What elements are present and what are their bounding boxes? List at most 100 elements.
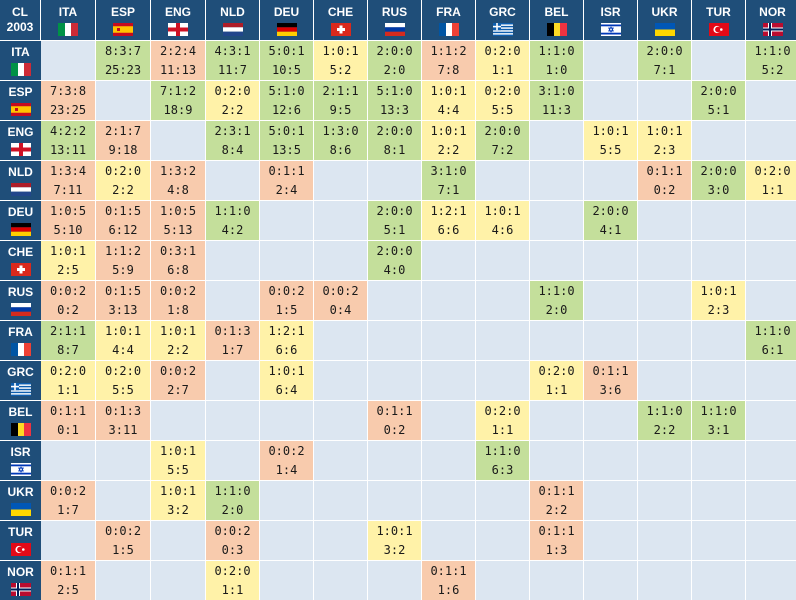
result-cell: 2:0:0 4:0 bbox=[368, 240, 422, 280]
result-cell: 1:1:2 7:8 bbox=[422, 40, 476, 80]
belgium-flag-icon bbox=[10, 423, 31, 436]
goal-score: 4:4 bbox=[437, 102, 460, 117]
israel-flag-icon bbox=[10, 463, 31, 476]
goal-score: 6:1 bbox=[761, 342, 784, 357]
goal-score: 3:6 bbox=[599, 382, 622, 397]
result-cell: 0:2:0 2:2 bbox=[206, 80, 260, 120]
row-header-esp: ESP bbox=[0, 80, 41, 120]
diagonal-cell bbox=[96, 80, 151, 120]
netherlands-flag-icon bbox=[10, 183, 31, 196]
empty-cell bbox=[746, 360, 796, 400]
goal-score: 12:6 bbox=[272, 102, 301, 117]
spain-flag-icon bbox=[113, 22, 133, 36]
russia-flag-icon bbox=[10, 303, 31, 316]
row-team-code: FRA bbox=[8, 325, 33, 339]
result-cell: 1:0:1 2:3 bbox=[638, 120, 692, 160]
win-draw-loss-record: 2:0:0 bbox=[592, 203, 629, 218]
ukraine-flag-icon bbox=[654, 22, 675, 36]
goal-score: 2:2 bbox=[437, 142, 460, 157]
column-team-code: ITA bbox=[58, 4, 78, 19]
result-cell: 2:0:0 7:1 bbox=[638, 40, 692, 80]
row-header-isr: ISR bbox=[0, 440, 41, 480]
goal-score: 5:1 bbox=[707, 102, 730, 117]
win-draw-loss-record: 1:0:1 bbox=[700, 283, 737, 298]
goal-score: 11:3 bbox=[542, 102, 571, 117]
empty-cell bbox=[206, 360, 260, 400]
season-label: 2003 bbox=[6, 20, 34, 34]
diagonal-cell bbox=[530, 400, 584, 440]
goal-score: 1:4 bbox=[275, 462, 298, 477]
goal-score: 5:5 bbox=[112, 382, 134, 397]
result-cell: 0:1:1 0:1 bbox=[41, 400, 96, 440]
empty-cell bbox=[41, 440, 96, 480]
win-draw-loss-record: 0:0:2 bbox=[49, 483, 87, 498]
result-cell: 1:0:1 5:5 bbox=[151, 440, 206, 480]
goal-score: 1:6 bbox=[437, 582, 460, 597]
goal-score: 0:2 bbox=[653, 182, 676, 197]
empty-cell bbox=[584, 80, 638, 120]
win-draw-loss-record: 0:1:1 bbox=[430, 563, 467, 578]
row-header-ukr: UKR bbox=[0, 480, 41, 520]
empty-cell bbox=[314, 560, 368, 600]
column-team-code: GRC bbox=[489, 4, 516, 19]
goal-score: 1:1 bbox=[761, 182, 784, 197]
result-cell: 0:0:2 1:8 bbox=[151, 280, 206, 320]
row-team-code: ISR bbox=[10, 445, 31, 459]
matrix-row: RUS 0:0:2 0:2 0:1:5 3:13 0:0:2 1:8 0:0:2 1:5 0:0:… bbox=[0, 280, 796, 320]
goal-score: 3:13 bbox=[108, 302, 138, 317]
empty-cell bbox=[692, 240, 746, 280]
goal-score: 4:4 bbox=[112, 342, 134, 357]
goal-score: 7:2 bbox=[491, 142, 514, 157]
result-cell: 1:2:1 6:6 bbox=[422, 200, 476, 240]
empty-cell bbox=[638, 80, 692, 120]
diagonal-cell bbox=[151, 120, 206, 160]
goal-score: 2:3 bbox=[707, 302, 730, 317]
empty-cell bbox=[584, 280, 638, 320]
goal-score: 11:7 bbox=[218, 62, 247, 77]
empty-cell bbox=[530, 240, 584, 280]
result-cell: 1:0:1 4:6 bbox=[476, 200, 530, 240]
win-draw-loss-record: 4:3:1 bbox=[214, 43, 251, 58]
result-cell: 5:0:1 10:5 bbox=[260, 40, 314, 80]
goal-score: 25:23 bbox=[104, 62, 142, 77]
matrix-row: UKR 0:0:2 1:7 1:0:1 3:2 1:1:0 2:0 0:1:1 2:2 bbox=[0, 480, 796, 520]
row-header-eng: ENG bbox=[0, 120, 41, 160]
result-cell: 0:1:1 1:6 bbox=[422, 560, 476, 600]
result-cell: 0:0:2 2:7 bbox=[151, 360, 206, 400]
empty-cell bbox=[422, 400, 476, 440]
norway-flag-icon bbox=[10, 583, 31, 596]
goal-score: 4:6 bbox=[491, 222, 514, 237]
win-draw-loss-record: 1:1:0 bbox=[700, 403, 737, 418]
column-team-code: ESP bbox=[110, 4, 135, 19]
result-cell: 0:1:5 6:12 bbox=[96, 200, 151, 240]
result-cell: 1:3:2 4:8 bbox=[151, 160, 206, 200]
empty-cell bbox=[692, 440, 746, 480]
empty-cell bbox=[260, 560, 314, 600]
empty-cell bbox=[638, 240, 692, 280]
win-draw-loss-record: 5:1:0 bbox=[268, 83, 305, 98]
win-draw-loss-record: 7:1:2 bbox=[159, 83, 197, 98]
goal-score: 0:4 bbox=[329, 302, 352, 317]
result-cell: 1:0:1 5:2 bbox=[314, 40, 368, 80]
goal-score: 1:7 bbox=[57, 502, 79, 517]
empty-cell bbox=[746, 440, 796, 480]
goal-score: 1:1 bbox=[545, 382, 568, 397]
empty-cell bbox=[638, 320, 692, 360]
win-draw-loss-record: 1:0:1 bbox=[430, 123, 467, 138]
diagonal-cell bbox=[41, 40, 96, 80]
win-draw-loss-record: 1:0:5 bbox=[49, 203, 87, 218]
win-draw-loss-record: 3:1:0 bbox=[430, 163, 467, 178]
empty-cell bbox=[530, 200, 584, 240]
competition-label: CL bbox=[12, 5, 28, 19]
diagonal-cell bbox=[206, 160, 260, 200]
empty-cell bbox=[530, 120, 584, 160]
result-cell: 2:3:1 8:4 bbox=[206, 120, 260, 160]
row-header-bel: BEL bbox=[0, 400, 41, 440]
empty-cell bbox=[530, 440, 584, 480]
result-cell: 1:3:4 7:11 bbox=[41, 160, 96, 200]
goal-score: 6:6 bbox=[437, 222, 460, 237]
result-cell: 2:1:7 9:18 bbox=[96, 120, 151, 160]
row-team-code: BEL bbox=[8, 405, 33, 419]
win-draw-loss-record: 0:2:0 bbox=[49, 363, 87, 378]
empty-cell bbox=[746, 480, 796, 520]
